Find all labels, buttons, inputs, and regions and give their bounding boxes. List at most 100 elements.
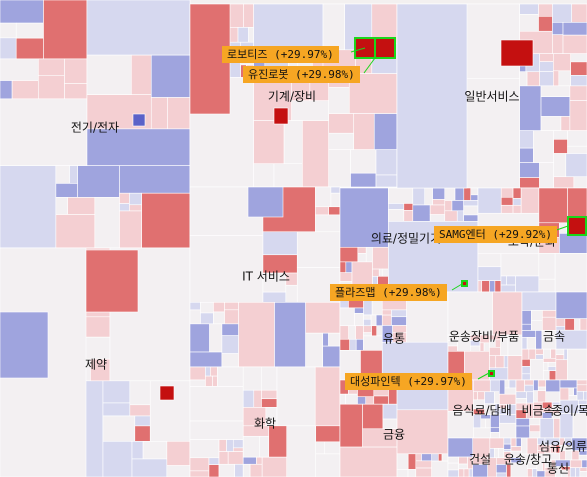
it-services-down-tile — [247, 186, 284, 218]
finance-tile — [441, 453, 449, 462]
non-metals-tile — [539, 418, 554, 439]
non-metals-tile — [541, 408, 553, 413]
chemicals-tile — [208, 457, 220, 465]
medical-tile — [378, 268, 383, 277]
food-tobacco-tile — [480, 414, 491, 420]
it-services-tile — [285, 272, 298, 286]
it-services-tile — [189, 323, 210, 353]
chemicals-tile — [234, 463, 244, 477]
metals-tile — [535, 330, 543, 350]
transport-equipment-tile — [469, 340, 481, 347]
yujin-robot-tile — [374, 37, 396, 59]
general-services-tile — [553, 130, 568, 140]
medical-tile — [403, 203, 414, 211]
metals-tile — [521, 348, 530, 360]
metals-tile — [521, 373, 531, 381]
chemicals-tile — [242, 435, 261, 458]
construction-tile — [472, 457, 488, 465]
callout-daesung-finetec: 대성파인텍 (+29.97%) — [345, 373, 472, 390]
machinery-tile — [291, 100, 330, 121]
machinery-tile — [373, 113, 398, 150]
it-services-tile — [221, 353, 239, 368]
entertainment-tile — [500, 204, 514, 214]
food-tobacco-tile — [499, 393, 517, 405]
general-services-tile — [519, 71, 528, 87]
general-services-tile — [519, 177, 540, 189]
non-metals-tile — [537, 379, 547, 388]
electronics-tile — [0, 98, 88, 166]
medical-tile — [424, 187, 433, 206]
general-services-up-tile — [500, 39, 534, 67]
chemicals-tile — [242, 407, 267, 427]
medical-tile — [372, 246, 389, 270]
paper-wood-tile — [568, 395, 578, 401]
electronics-tile — [86, 54, 132, 95]
telecom-tile — [544, 470, 556, 477]
entertainment-tile — [520, 187, 540, 214]
retail-tile — [363, 325, 372, 333]
retail-tile — [349, 338, 357, 351]
finance-tile — [431, 460, 449, 477]
food-tobacco-tile — [506, 404, 517, 415]
chemicals-tile — [314, 366, 341, 427]
paper-wood-tile — [559, 387, 570, 401]
electronics-tile — [86, 0, 191, 56]
chemicals-tile — [218, 439, 227, 452]
it-services-tile — [305, 301, 341, 334]
transport-equipment-tile — [483, 342, 490, 352]
food-tobacco-tile — [499, 379, 506, 395]
medical-tile — [456, 210, 464, 222]
entertainment-tile — [538, 278, 556, 293]
metals-tile — [526, 337, 537, 350]
retail-tile — [391, 316, 407, 326]
electronics-tile — [55, 214, 96, 249]
plasmapp-tile — [461, 280, 468, 287]
chemicals-tile — [189, 439, 220, 459]
construction-tile — [503, 443, 512, 450]
transport-equipment-tile — [489, 339, 496, 348]
textiles-tile — [578, 454, 587, 461]
metals-tile — [555, 354, 565, 361]
pharma-tile — [90, 358, 111, 382]
it-services-tile — [305, 332, 324, 368]
callout-plasmapp: 플라즈맵 (+29.98%) — [330, 284, 447, 301]
it-services-tile — [189, 351, 223, 368]
food-tobacco-tile — [447, 410, 474, 439]
entertainment-tile — [512, 205, 522, 214]
it-services-tile — [330, 192, 341, 208]
electronics-tile — [119, 165, 191, 194]
metals-tile — [543, 361, 549, 372]
retail-tile — [370, 314, 377, 327]
machinery-tile — [328, 149, 351, 188]
metals-tile — [521, 330, 537, 338]
electronics-tile — [15, 37, 44, 60]
machinery-tile — [243, 3, 254, 28]
chemicals-tile — [268, 425, 288, 458]
non-metals-tile — [524, 379, 534, 386]
food-tobacco-tile — [477, 391, 485, 401]
food-tobacco-tile — [508, 379, 517, 389]
transport-equipment-tile — [469, 334, 481, 341]
non-metals-tile — [515, 409, 527, 419]
construction-tile — [472, 437, 491, 459]
machinery-tile — [328, 132, 355, 150]
non-metals-tile — [551, 401, 561, 406]
it-services-tile — [189, 309, 201, 325]
transport-equipment-tile — [447, 334, 458, 341]
entertainment-tile — [512, 187, 522, 199]
non-metals-tile — [537, 386, 547, 391]
construction-tile — [472, 464, 488, 477]
general-services-tile — [553, 153, 567, 178]
construction-tile — [496, 472, 507, 477]
textiles-tile — [564, 437, 573, 443]
metals-tile — [528, 348, 537, 360]
chemicals-tile — [189, 420, 244, 440]
metals-tile — [535, 348, 544, 355]
entertainment-tile — [481, 280, 490, 293]
non-metals-tile — [524, 384, 534, 393]
medical-tile — [444, 200, 453, 212]
construction-tile — [447, 462, 459, 471]
transport-storage-tile — [510, 457, 522, 464]
transport-equipment-tile — [503, 355, 509, 369]
medical-tile — [429, 214, 446, 222]
